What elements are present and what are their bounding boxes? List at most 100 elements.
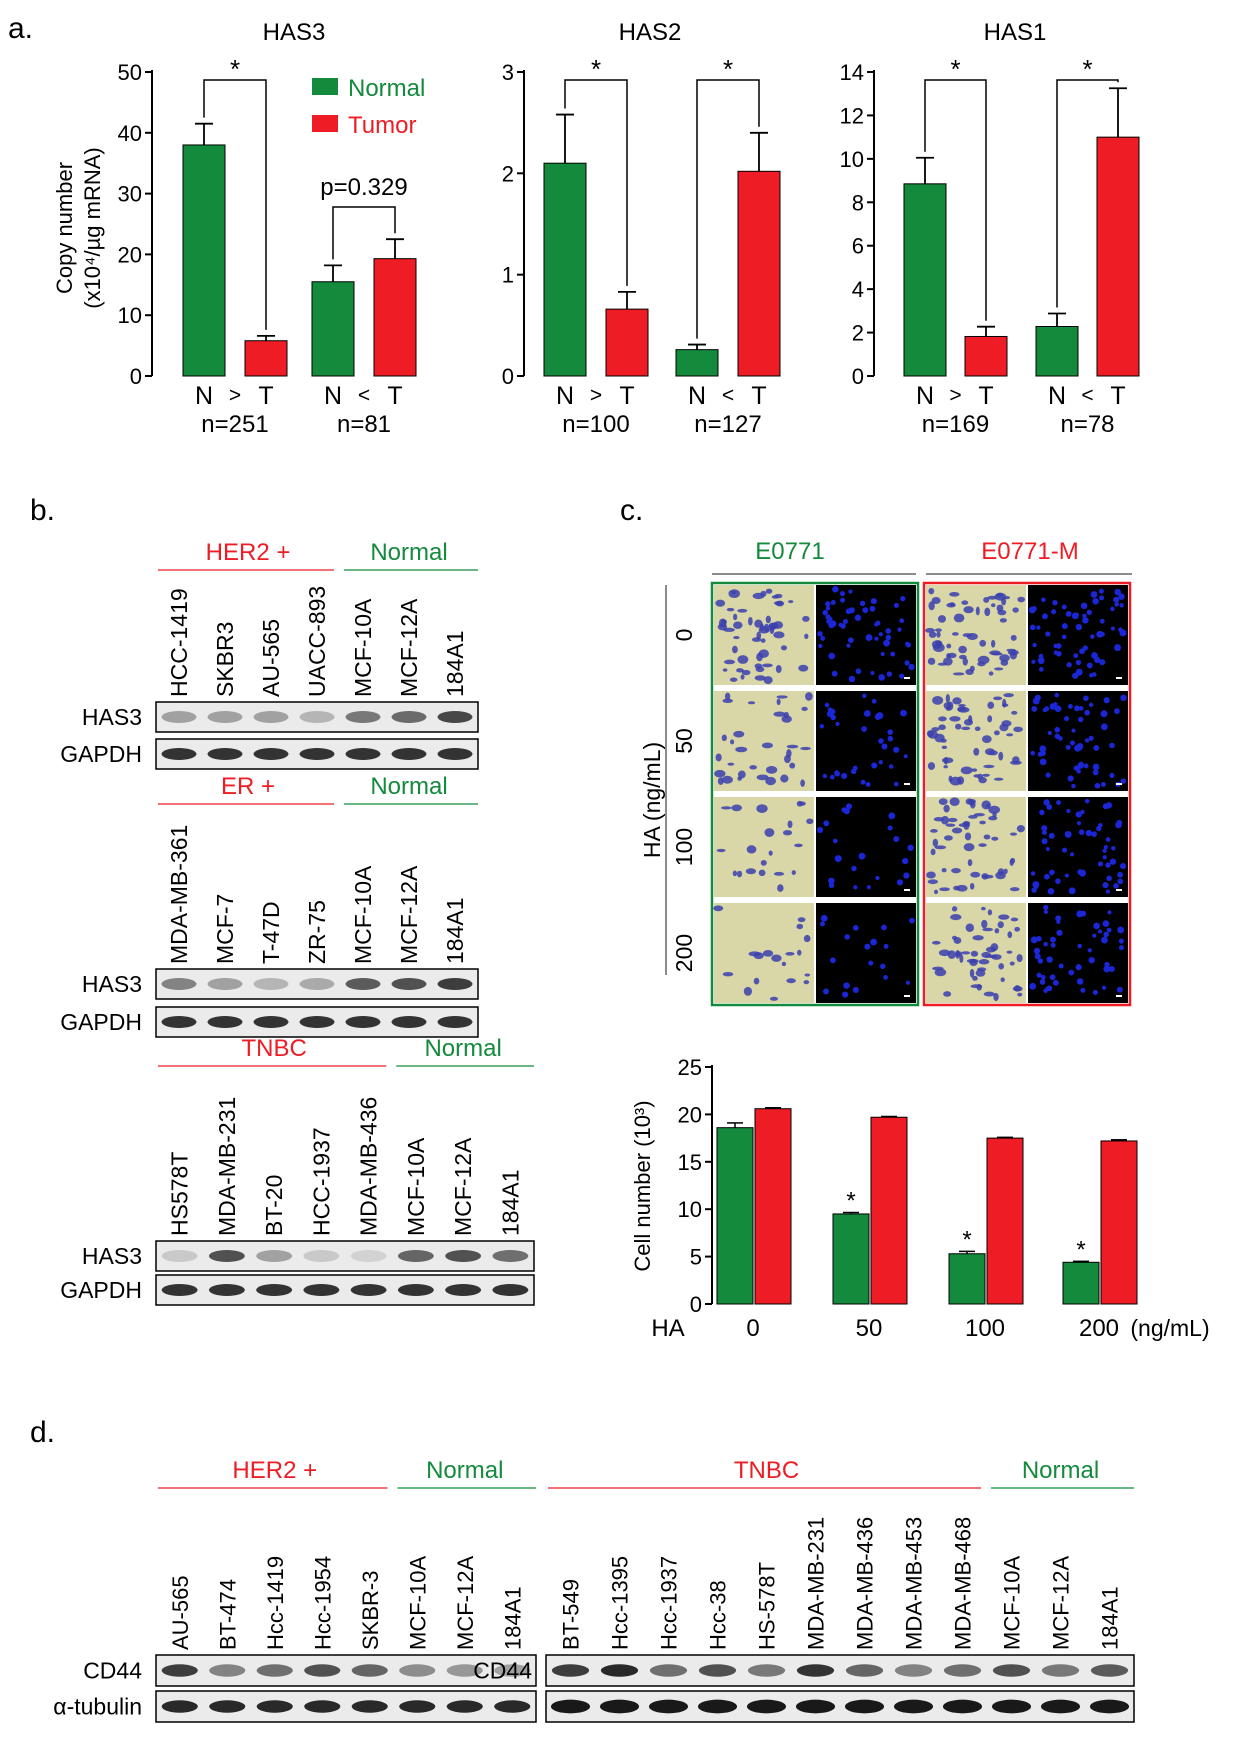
nucleus [1074, 744, 1081, 752]
stained-cell [983, 764, 995, 769]
nucleus [878, 632, 883, 637]
stained-cell [943, 756, 948, 765]
stained-cell [804, 633, 809, 639]
e0771-frame [710, 581, 920, 1007]
stained-cell [731, 645, 738, 654]
nucleus [1038, 667, 1044, 672]
significance-star: * [962, 1226, 971, 1253]
group-label-right: Normal [1022, 1457, 1099, 1484]
nucleus [1080, 910, 1087, 917]
stained-cell [741, 669, 751, 676]
nucleus [1076, 821, 1082, 826]
nucleus [1102, 920, 1110, 927]
group-label-left: TNBC [241, 1035, 306, 1062]
nucleus [1037, 958, 1044, 964]
nucleus [1030, 871, 1036, 876]
stained-cell [723, 659, 736, 665]
lane-label: 184A1 [442, 897, 468, 964]
nucleus [1083, 763, 1089, 769]
row-label: HAS3 [82, 971, 142, 997]
tumor-bar [373, 258, 417, 377]
nucleus [878, 674, 886, 681]
stained-cell [946, 643, 952, 649]
nucleus [1089, 673, 1094, 678]
stained-cell [951, 935, 958, 940]
nucleus [905, 980, 910, 985]
nucleus [1068, 969, 1075, 976]
blot-b2: ER + Normal MDA-MB-361 MCF-7 T-47D ZR-75 MCF-1… [60, 773, 479, 1038]
band [992, 1664, 1031, 1677]
nucleus [834, 770, 840, 777]
stained-cell [800, 779, 805, 787]
lane-label: BT-474 [215, 1579, 240, 1650]
stained-cell [957, 706, 967, 712]
stained-cell [978, 776, 987, 784]
stained-cell [965, 668, 974, 675]
nucleus [893, 836, 900, 842]
lane-label: MDA-MB-231 [214, 1097, 240, 1236]
nucleus [1043, 909, 1049, 915]
comparison-n: N [916, 382, 934, 410]
nucleus [900, 596, 906, 602]
stained-cell [768, 850, 773, 856]
band [399, 1664, 436, 1677]
band [494, 1700, 531, 1713]
nucleus [1110, 626, 1115, 631]
y-tick-label: 0 [130, 364, 142, 389]
stained-cell [972, 935, 984, 941]
stained-cell [735, 746, 748, 753]
row-label: GAPDH [60, 741, 142, 767]
band [161, 748, 197, 760]
scale-bar [1116, 889, 1122, 891]
lane-label: AU-565 [258, 619, 284, 697]
stained-cell [1002, 698, 1007, 708]
y-tick-label: 12 [840, 103, 864, 128]
band [795, 1699, 836, 1714]
legend-normal-swatch [312, 78, 338, 95]
lane-label: 184A1 [497, 1169, 523, 1236]
stained-cell [982, 927, 994, 932]
stained-cell [783, 711, 789, 719]
stained-cell [997, 868, 1005, 876]
band [207, 748, 243, 760]
significance-bracket [924, 79, 987, 321]
nucleus [1086, 662, 1093, 669]
nucleus [1092, 989, 1098, 995]
band [1089, 1699, 1130, 1714]
row-label: CD44 [83, 1658, 142, 1684]
stained-cell [938, 716, 947, 722]
nucleus [883, 639, 891, 647]
nucleus [1074, 705, 1080, 712]
comparison-sign: < [1081, 384, 1093, 407]
stained-cell [988, 805, 1001, 814]
nucleus [1064, 831, 1072, 838]
band [550, 1699, 591, 1714]
tumor-bar [244, 340, 288, 377]
stained-cell [1001, 597, 1007, 606]
stained-cell [990, 639, 996, 648]
nucleus [870, 671, 875, 676]
band [207, 978, 243, 990]
band [697, 1699, 738, 1714]
nucleus [860, 779, 866, 785]
band [399, 1700, 436, 1713]
sample-size: n=78 [1060, 411, 1114, 438]
stained-cell [777, 884, 784, 892]
band [351, 1664, 388, 1677]
stained-cell [781, 715, 792, 723]
stained-cell [940, 815, 950, 825]
stained-cell [962, 633, 972, 638]
e0771-bar [1062, 1261, 1100, 1305]
stained-cell [732, 870, 738, 877]
group-label-right: Normal [426, 1457, 503, 1484]
nucleus [1103, 697, 1110, 704]
nucleus [1105, 862, 1111, 868]
stained-cell [932, 838, 939, 847]
nucleus [1091, 652, 1098, 659]
nucleus [1055, 915, 1062, 922]
nucleus [1090, 591, 1098, 598]
y-tick-label: 20 [678, 1102, 702, 1127]
nucleus [1116, 986, 1123, 993]
stained-cell [796, 923, 804, 930]
stained-cell [716, 848, 726, 853]
